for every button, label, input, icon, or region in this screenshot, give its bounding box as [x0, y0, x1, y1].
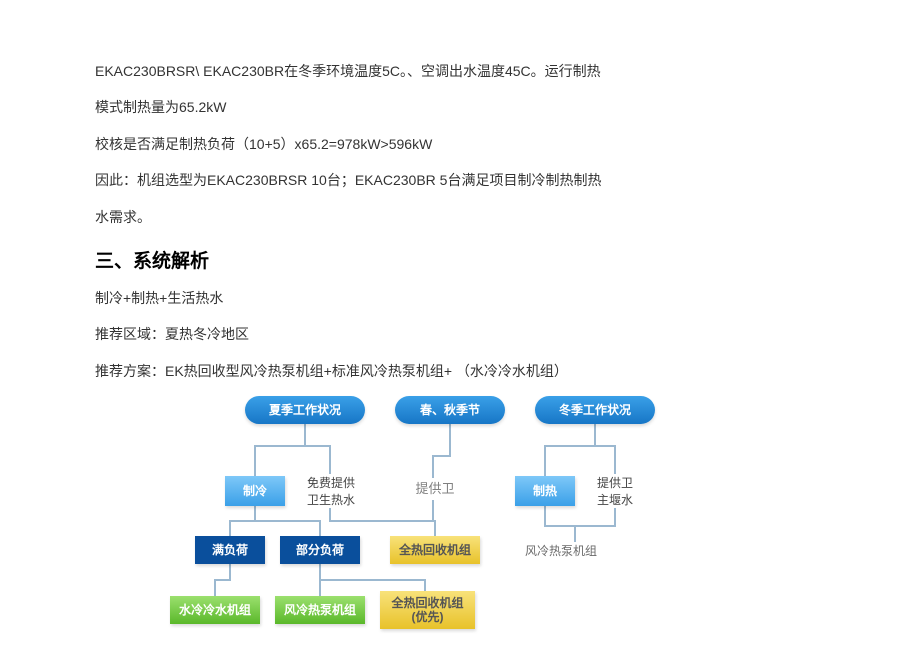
box-cooling: 制冷 [225, 476, 285, 506]
pill-spring: 春、秋季节 [395, 396, 505, 424]
box-air: 风冷热泵机组 [275, 596, 365, 624]
box-water: 水冷冷水机组 [170, 596, 260, 624]
sub-1: 制冷+制热+生活热水 [95, 287, 825, 309]
pill-winter: 冬季工作状况 [535, 396, 655, 424]
box-heating: 制热 [515, 476, 575, 506]
box-provide: 提供卫 [405, 478, 465, 500]
sub-3: 推荐方案：EK热回收型风冷热泵机组+标准风冷热泵机组+ （水冷冷水机组） [95, 360, 825, 382]
section-heading: 三、系统解析 [95, 246, 825, 273]
label-free_hot: 免费提供卫生热水 [295, 474, 367, 508]
para-5: 水需求。 [95, 206, 825, 228]
para-4: 因此：机组选型为EKAC230BRSR 10台；EKAC230BR 5台满足项目… [95, 169, 825, 191]
box-full: 满负荷 [195, 536, 265, 564]
system-flowchart: 夏季工作状况 春、秋季节 冬季工作状况制冷免费提供卫生热水 提供卫 制热提供卫主堰水满负… [185, 396, 745, 646]
para-1: EKAC230BRSR\ EKAC230BR在冬季环境温度5C。、空调出水温度4… [95, 60, 825, 82]
label-label_r: 风冷热泵机组 [525, 542, 597, 559]
box-part: 部分负荷 [280, 536, 360, 564]
pill-summer: 夏季工作状况 [245, 396, 365, 424]
box-recover2: 全热回收机组(优先) [380, 591, 475, 629]
label-provide2: 提供卫主堰水 [585, 474, 645, 508]
para-3: 校核是否满足制热负荷（10+5）x65.2=978kW>596kW [95, 133, 825, 155]
para-2: 模式制热量为65.2kW [95, 96, 825, 118]
box-recover: 全热回收机组 [390, 536, 480, 564]
sub-2: 推荐区域：夏热冬冷地区 [95, 323, 825, 345]
